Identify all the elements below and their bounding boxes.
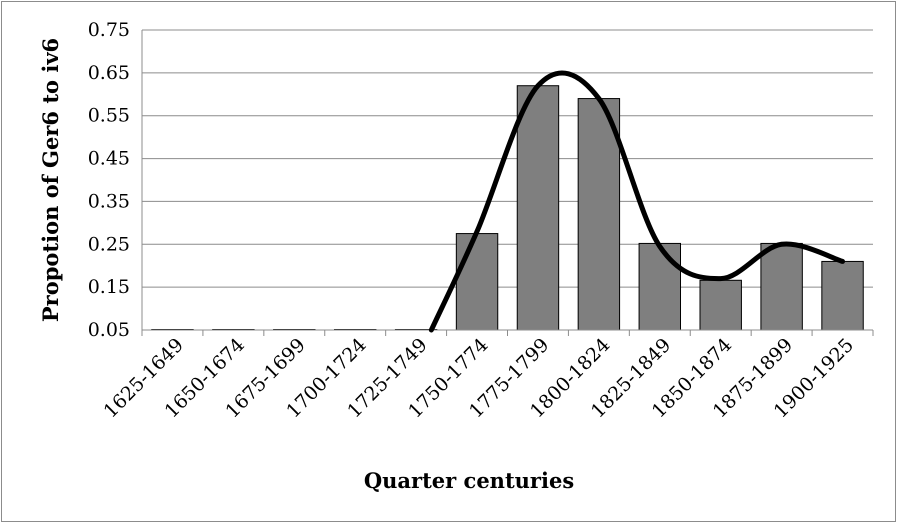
y-tick-label: 0.45 [88,148,130,170]
y-axis-title: Propotion of Ger6 to iv6 [38,38,63,322]
trend-line [428,70,846,333]
y-tick-label: 0.35 [88,190,130,212]
axes [141,30,874,336]
bar [455,233,499,331]
bar [516,85,560,331]
y-tick-label: 0.15 [88,276,130,298]
bar [699,279,742,331]
x-tick-labels: 1625-16491650-16741675-16991700-17241725… [100,334,859,422]
y-tick-label: 0.65 [88,62,130,84]
y-tick-label: 0.75 [88,19,130,41]
bar [638,242,682,331]
y-tick-label: 0.05 [88,319,130,341]
bar [760,242,803,331]
y-tick-labels: 0.05 0.15 0.25 0.35 0.45 0.55 0.65 0.75 [88,19,130,341]
y-tick-label: 0.55 [88,105,130,127]
bar [821,260,864,331]
y-tick-label: 0.25 [88,233,130,255]
bars [151,85,864,331]
x-axis-title: Quarter centuries [364,468,574,493]
